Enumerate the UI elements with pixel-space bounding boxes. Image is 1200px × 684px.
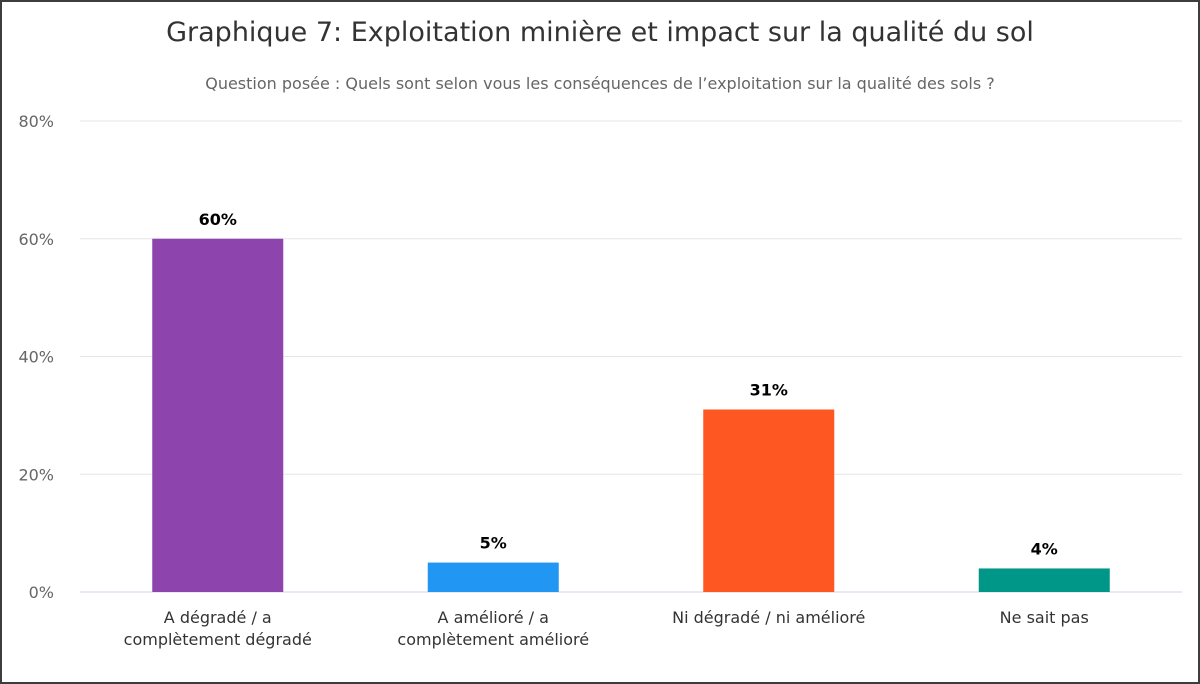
y-tick-label: 60%: [18, 230, 54, 249]
x-tick-label: Ne sait pas: [1000, 608, 1089, 627]
y-tick-label: 0%: [29, 583, 54, 602]
data-label: 31%: [750, 380, 788, 399]
x-tick-label-line: complètement amélioré: [397, 630, 589, 649]
bar[interactable]: [703, 409, 835, 592]
chart-title: Graphique 7: Exploitation minière et imp…: [166, 17, 1034, 48]
x-tick-label: Ni dégradé / ni amélioré: [672, 608, 865, 627]
x-axis-ticks: A dégradé / a complètement dégradé A améli…: [124, 608, 1089, 649]
data-labels: 60% 5% 31% 4%: [199, 210, 1058, 559]
x-tick-label-line: Ni dégradé / ni amélioré: [672, 608, 865, 627]
x-tick-label-line: A amélioré / a: [438, 608, 549, 627]
data-label: 4%: [1031, 539, 1058, 558]
x-tick-label-line: complètement dégradé: [124, 630, 312, 649]
bars: [152, 238, 1110, 592]
x-tick-label-line: A dégradé / a: [164, 608, 272, 627]
y-tick-label: 20%: [18, 465, 54, 484]
bar[interactable]: [427, 562, 559, 592]
y-tick-label: 40%: [18, 348, 54, 367]
bar[interactable]: [152, 238, 284, 592]
x-tick-label: A amélioré / a complètement amélioré: [397, 608, 589, 649]
y-tick-label: 80%: [18, 112, 54, 131]
y-axis-ticks: 0% 20% 40% 60% 80%: [18, 112, 54, 602]
x-tick-label-line: Ne sait pas: [1000, 608, 1089, 627]
x-tick-label: A dégradé / a complètement dégradé: [124, 608, 312, 649]
data-label: 60%: [199, 210, 237, 229]
data-label: 5%: [480, 534, 507, 553]
bar[interactable]: [978, 568, 1110, 592]
chart-subtitle: Question posée : Quels sont selon vous l…: [205, 74, 995, 93]
